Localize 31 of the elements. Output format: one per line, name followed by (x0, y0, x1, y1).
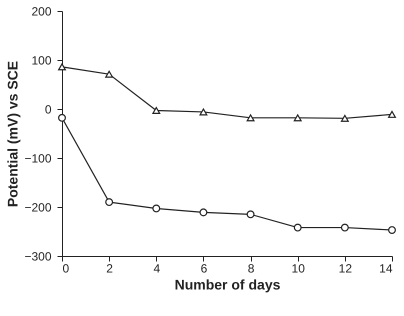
y-tick-label: −200 (24, 200, 52, 214)
y-tick-label: 0 (44, 102, 52, 116)
x-tick-label: 6 (200, 262, 208, 276)
x-tick-label: 8 (248, 262, 255, 276)
point (58, 114, 66, 122)
point (340, 114, 349, 122)
y-tick-label: −100 (24, 152, 52, 166)
y-tick-label: 100 (31, 54, 52, 68)
x-tick-label: 2 (106, 262, 114, 276)
point (246, 114, 255, 122)
point (152, 106, 160, 114)
x-axis-title: Number of days (174, 276, 281, 292)
point (105, 70, 114, 78)
point (199, 108, 208, 116)
point (152, 204, 160, 212)
y-tick-label: −300 (24, 250, 52, 264)
point (246, 210, 255, 218)
point (388, 226, 396, 234)
y-tick-label: 200 (31, 4, 52, 18)
point (105, 198, 114, 206)
point (340, 224, 349, 232)
x-tick-label: 4 (153, 262, 160, 276)
y-axis-title: Potential (mV) vs SCE (4, 60, 20, 208)
x-tick-label: 0 (62, 262, 70, 276)
x-tick-label: 14 (379, 262, 393, 276)
x-tick-label: 12 (338, 262, 352, 276)
point (199, 208, 208, 216)
point (294, 224, 302, 232)
x-tick-label: 10 (292, 262, 306, 276)
point (294, 114, 302, 122)
point (388, 110, 396, 118)
